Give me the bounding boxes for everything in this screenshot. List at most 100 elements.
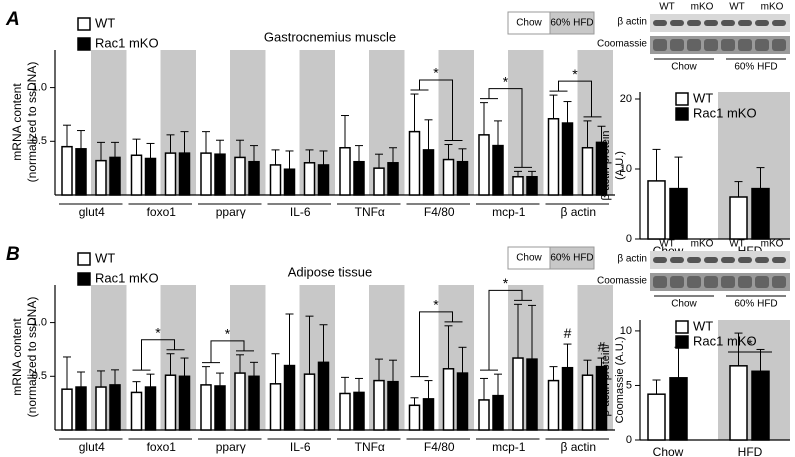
group-label: 60% HFD xyxy=(734,299,777,310)
bar xyxy=(61,145,73,196)
legend-swatch xyxy=(77,252,91,266)
significance-bracket xyxy=(480,289,532,371)
bar xyxy=(164,152,177,196)
significance-mark: * xyxy=(433,297,439,313)
bar xyxy=(456,372,469,431)
significance-bracket xyxy=(410,311,463,378)
legend-label: Rac1 mKO xyxy=(95,270,159,285)
bar xyxy=(526,358,538,431)
significance-mark: * xyxy=(503,275,509,291)
legend-label: WT xyxy=(693,318,713,333)
blot-band xyxy=(687,39,701,51)
x-tick-label: IL-6 xyxy=(290,440,311,454)
y-tick-label: 0.5 xyxy=(32,135,47,147)
bar xyxy=(339,392,351,431)
blot-band xyxy=(670,39,684,51)
lane-label: WT xyxy=(729,239,745,250)
bar xyxy=(647,393,666,441)
bar xyxy=(422,398,435,431)
x-tick-label: β actin xyxy=(560,440,596,454)
x-tick-label: β actin xyxy=(560,205,596,219)
blot-strip xyxy=(650,14,790,32)
bar xyxy=(144,386,157,431)
blot-band xyxy=(704,257,718,263)
bar xyxy=(200,152,212,196)
condition-label: 60% HFD xyxy=(550,18,593,29)
blot-band xyxy=(721,276,735,288)
blot-band xyxy=(670,276,684,288)
significance-mark: * xyxy=(747,336,752,351)
blot-band xyxy=(687,257,701,263)
y-tick-label: 10 xyxy=(620,163,632,175)
significance-bracket xyxy=(132,339,185,371)
bar xyxy=(178,375,191,431)
significance-mark: * xyxy=(155,324,161,340)
bar xyxy=(478,399,490,431)
x-tick-label: IL-6 xyxy=(290,205,311,219)
blot-band xyxy=(772,39,786,51)
bar xyxy=(353,391,365,431)
condition-label: Chow xyxy=(516,253,542,264)
condition-box xyxy=(549,246,595,270)
blot-band xyxy=(738,257,752,263)
blot-band xyxy=(704,276,718,288)
chart-title: Adipose tissue xyxy=(288,264,373,279)
legend-label: Rac1 mKO xyxy=(693,333,757,348)
blot-band xyxy=(687,20,701,26)
bar xyxy=(408,130,421,196)
bar xyxy=(547,379,560,431)
bar xyxy=(283,168,296,196)
bar xyxy=(729,196,748,240)
group-label: Chow xyxy=(671,299,697,310)
bar xyxy=(303,162,316,196)
legend-swatch xyxy=(77,37,91,51)
significance-bracket xyxy=(480,88,532,168)
bar xyxy=(512,175,524,196)
blot-band xyxy=(687,276,701,288)
chart-title: Gastrocnemius muscle xyxy=(264,29,396,44)
blot-band xyxy=(704,39,718,51)
bar xyxy=(729,365,748,441)
blot-band xyxy=(738,39,752,51)
bar xyxy=(95,386,107,431)
bar xyxy=(387,380,399,431)
x-tick-label: mcp-1 xyxy=(492,440,526,454)
group-label: 60% HFD xyxy=(734,62,777,73)
bar xyxy=(751,187,770,240)
significance-mark: * xyxy=(503,73,509,89)
bar xyxy=(178,152,191,196)
blot-band xyxy=(653,39,667,51)
legend-swatch xyxy=(77,17,91,31)
lane-label: WT xyxy=(659,239,675,250)
row-label: Coomassie xyxy=(597,276,647,287)
blot-band xyxy=(738,20,752,26)
y-tick-label: 10 xyxy=(620,325,632,337)
blot-band xyxy=(755,257,769,263)
x-tick-label: glut4 xyxy=(79,205,105,219)
lane-label: mKO xyxy=(691,2,714,13)
bar xyxy=(669,377,688,441)
x-tick-label: Chow xyxy=(653,445,684,457)
hfd-shade xyxy=(508,50,544,195)
bar xyxy=(478,134,490,196)
x-tick-label: pparγ xyxy=(216,440,246,454)
y-tick-label: 1.0 xyxy=(32,81,47,93)
row-label: β actin xyxy=(617,17,647,28)
blot-band xyxy=(704,20,718,26)
y-axis-label: mRNA content xyxy=(10,83,24,161)
bar xyxy=(561,366,574,431)
panel-label: B xyxy=(6,244,20,265)
x-tick-label: mcp-1 xyxy=(492,205,526,219)
legend-swatch xyxy=(675,107,689,121)
legend-label: Rac1 mKO xyxy=(693,105,757,120)
blot-band xyxy=(755,20,769,26)
y-axis-label: (normalized to ssDNA) xyxy=(25,297,39,418)
y-axis-label: β-actin protein/ xyxy=(600,343,612,417)
bar xyxy=(512,357,524,431)
bar xyxy=(214,153,226,196)
blot-band xyxy=(721,39,735,51)
blot-strip xyxy=(650,36,790,54)
bar xyxy=(317,361,330,431)
significance-bracket xyxy=(549,80,602,118)
